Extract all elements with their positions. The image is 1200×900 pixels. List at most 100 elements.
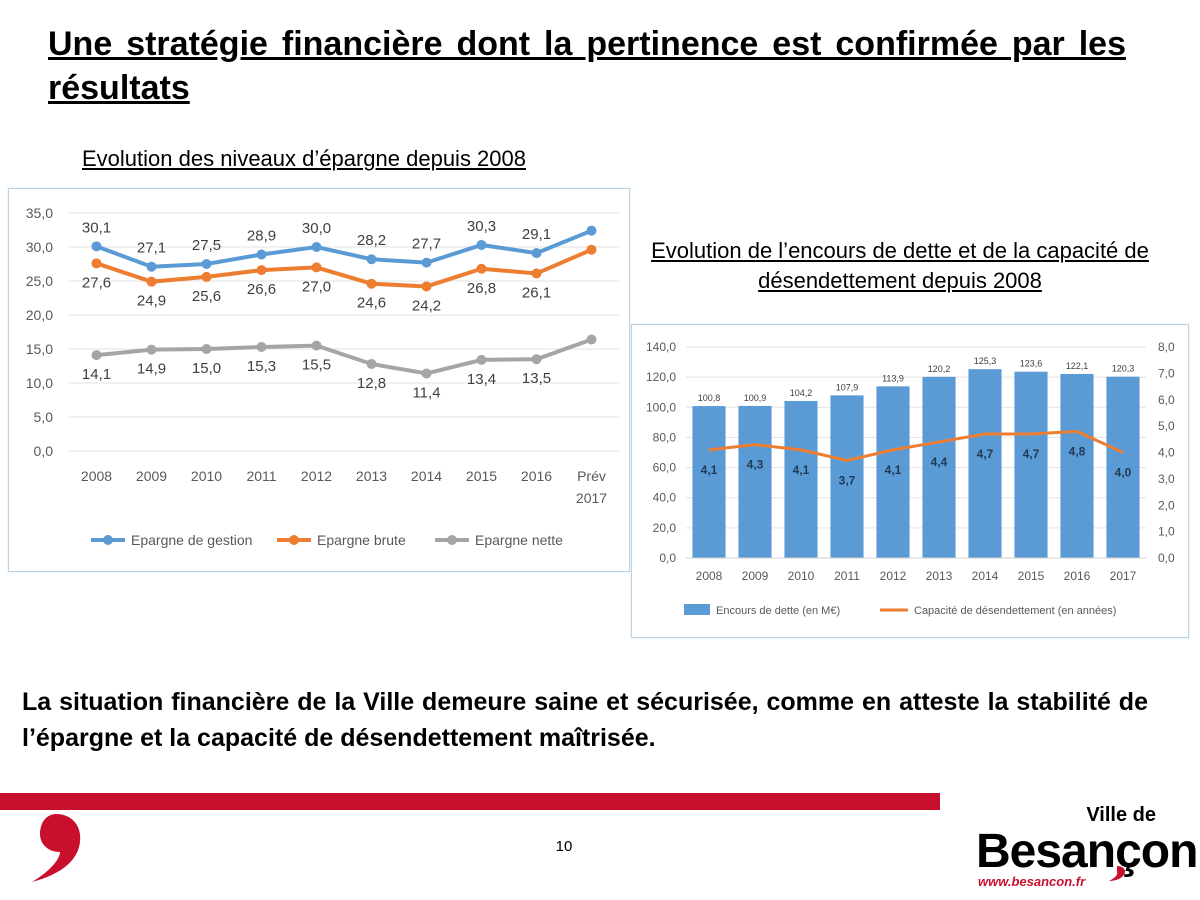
data-point (476, 239, 487, 250)
data-label: 24,6 (357, 295, 386, 312)
series-line-1 (95, 247, 593, 289)
x-tick-label: 2011 (834, 569, 860, 583)
legend-swatch (684, 604, 710, 615)
legend-marker (289, 535, 299, 545)
legend-marker (447, 535, 457, 545)
data-label: 29,1 (522, 226, 551, 243)
footer-red-bar (0, 793, 940, 810)
bar-value-label: 100,9 (744, 393, 767, 403)
data-point (366, 278, 377, 289)
capacity-value-label: 4,1 (885, 463, 902, 477)
y2-tick-label: 7,0 (1158, 366, 1175, 380)
y-tick-label: 40,0 (653, 491, 677, 505)
y2-tick-label: 8,0 (1158, 340, 1175, 354)
x-tick-label: 2012 (880, 569, 907, 583)
data-label: 26,1 (522, 285, 551, 302)
data-point (146, 344, 157, 355)
bar-value-label: 100,8 (698, 393, 721, 403)
data-label: 13,4 (467, 371, 496, 388)
y-tick-label: 140,0 (646, 340, 676, 354)
x-tick-label: 2014 (411, 468, 442, 484)
y2-tick-label: 5,0 (1158, 419, 1175, 433)
capacity-value-label: 4,4 (931, 455, 948, 469)
savings-chart-panel: 0,0 5,0 10,0 15,0 20,0 25,0 30,0 35,0 2008 2009 20… (8, 188, 630, 572)
x-tick-label: 2015 (466, 468, 497, 484)
bar (876, 386, 910, 558)
capacity-value-label: 3,7 (839, 473, 856, 487)
x-tick-label: 2009 (136, 468, 167, 484)
x-tick-label: 2014 (972, 569, 999, 583)
data-label: 13,5 (522, 370, 551, 387)
data-point (421, 368, 432, 379)
x-tick-label: 2013 (356, 468, 387, 484)
data-label: 27,6 (82, 274, 111, 291)
data-label: 30,3 (467, 218, 496, 235)
x-tick-label: 2012 (301, 468, 332, 484)
debt-chart-panel: 0,0 20,0 40,0 60,0 80,0 100,0 120,0 140,0 0,0 1,0… (631, 324, 1189, 638)
data-point (91, 241, 102, 252)
bar (738, 405, 772, 558)
data-label: 15,3 (247, 358, 276, 375)
y2-tick-label: 2,0 (1158, 498, 1175, 512)
y-tick-label: 35,0 (26, 205, 53, 221)
bar (922, 376, 956, 558)
data-point (476, 354, 487, 365)
city-logo: Ville de Besançon www.besancon.fr (972, 802, 1198, 894)
data-label: 12,8 (357, 375, 386, 392)
x-tick-label: 2008 (81, 468, 112, 484)
data-label: 25,6 (192, 288, 221, 305)
legend-label: Encours de dette (en M€) (716, 605, 840, 617)
data-point (421, 281, 432, 292)
legend-label: Epargne nette (475, 532, 563, 548)
x-tick-label: 2017 (1110, 569, 1137, 583)
bar-value-label: 113,9 (882, 373, 904, 383)
data-label: 30,0 (302, 220, 331, 237)
data-label: 24,9 (137, 293, 166, 310)
y-tick-label: 60,0 (653, 461, 677, 475)
slide-title: Une stratégie financière dont la pertine… (48, 25, 1126, 107)
series-line-0 (95, 228, 593, 269)
y2-tick-label: 1,0 (1158, 525, 1175, 539)
x-tick-label: 2011 (246, 468, 276, 484)
capacity-value-label: 4,7 (977, 447, 994, 461)
data-point (366, 254, 377, 265)
data-label: 30,1 (82, 219, 111, 236)
x-tick-label: 2016 (521, 468, 552, 484)
data-point (476, 263, 487, 274)
y-tick-label: 10,0 (26, 375, 53, 391)
bar (1014, 371, 1048, 558)
legend-label: Capacité de désendettement (en années) (914, 605, 1116, 617)
data-point (531, 354, 542, 365)
data-label: 28,9 (247, 227, 276, 244)
capacity-value-label: 4,1 (793, 463, 810, 477)
y2-tick-label: 6,0 (1158, 393, 1175, 407)
data-point (146, 276, 157, 287)
bar-value-label: 107,9 (836, 382, 859, 392)
y-tick-label: 0,0 (34, 443, 54, 459)
capacity-value-label: 4,7 (1023, 447, 1040, 461)
series-line-capacity (708, 429, 1124, 462)
x-tick-label: 2015 (1018, 569, 1045, 583)
y2-tick-label: 0,0 (1158, 551, 1175, 565)
legend-marker (103, 535, 113, 545)
y-tick-label: 15,0 (26, 341, 53, 357)
data-point (146, 261, 157, 272)
y2-tick-label: 4,0 (1158, 446, 1175, 460)
data-label: 27,7 (412, 236, 441, 253)
savings-line-chart: 0,0 5,0 10,0 15,0 20,0 25,0 30,0 35,0 2008 2009 20… (26, 205, 619, 548)
bar-value-label: 120,2 (928, 364, 951, 374)
data-point (586, 334, 597, 345)
y-tick-label: 20,0 (26, 307, 53, 323)
legend-label: Epargne brute (317, 532, 406, 548)
bar-value-label: 120,3 (1112, 364, 1135, 374)
data-point (201, 259, 212, 269)
x-tick-label: 2017 (576, 490, 607, 506)
bar (968, 369, 1002, 558)
logo-url: www.besancon.fr (978, 874, 1086, 889)
y-tick-label: 0,0 (659, 551, 676, 565)
bar-value-label: 123,6 (1020, 359, 1043, 369)
data-label: 24,2 (412, 297, 441, 314)
chart1-title: Evolution des niveaux d’épargne depuis 2… (82, 146, 526, 171)
capacity-value-label: 4,3 (747, 458, 764, 472)
data-label: 15,0 (192, 360, 221, 377)
